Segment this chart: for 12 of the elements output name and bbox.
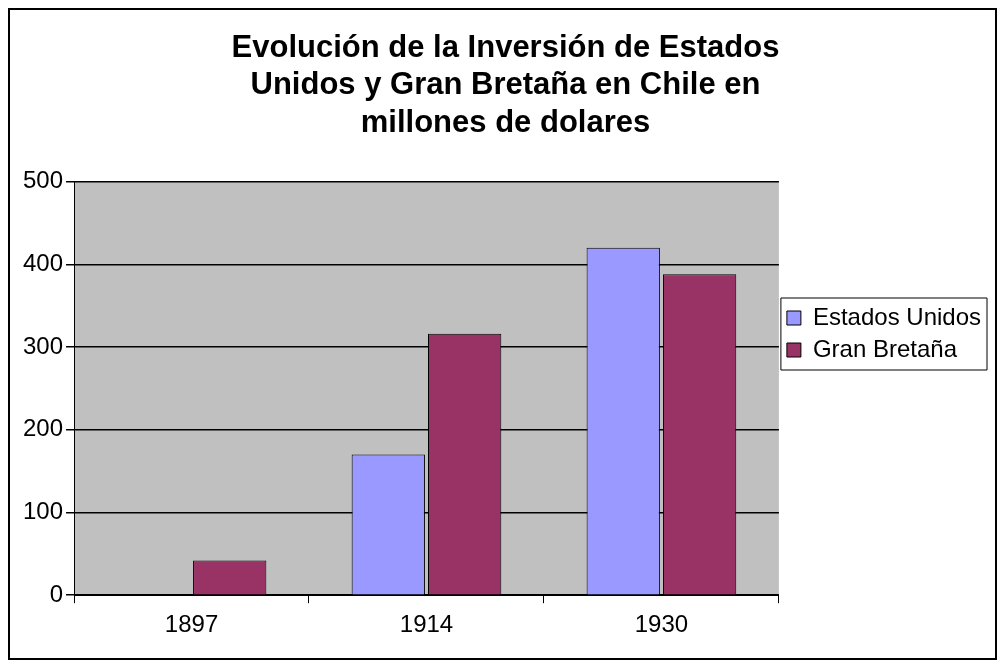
x-tick-label: 1914	[399, 610, 454, 638]
y-tick-label: 300	[23, 331, 64, 359]
x-tick-label: 1930	[634, 610, 689, 638]
y-tick-label: 400	[23, 248, 64, 276]
chart-title: Evolución de la Inversión de Estados Unidos y Gran Bretaña en Chile en millones de dolares	[231, 29, 780, 139]
y-tick-label: 200	[23, 414, 64, 442]
y-tick-label: 500	[23, 166, 64, 194]
legend-label: Gran Bretaña	[812, 334, 958, 362]
y-tick-label: 0	[49, 579, 64, 607]
y-tick-label: 100	[23, 497, 64, 525]
x-tick-label: 1897	[164, 610, 219, 638]
legend-label: Estados Unidos	[812, 302, 981, 330]
